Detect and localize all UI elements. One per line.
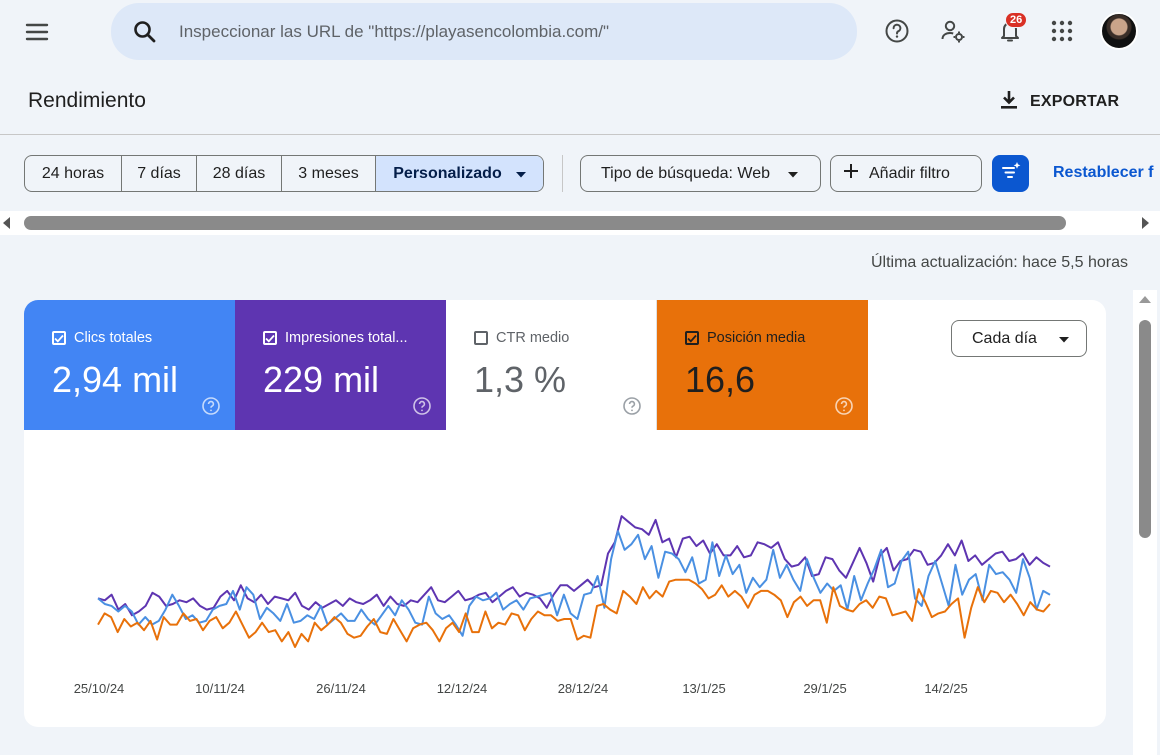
user-settings-icon[interactable] [936,14,970,48]
x-tick-label: 28/12/24 [558,681,609,696]
range-7-days[interactable]: 7 días [122,156,197,191]
last-update-text: Última actualización: hace 5,5 horas [870,254,1128,271]
metric-label: Posición media [685,330,805,346]
top-bar: 26 [0,0,1160,64]
date-range-selector: 24 horas 7 días 28 días 3 meses Personal… [24,155,544,192]
hamburger-menu-icon[interactable] [20,14,56,50]
help-icon[interactable] [412,396,432,416]
metric-value: 2,94 mil [52,359,179,400]
x-tick-label: 14/2/25 [924,681,967,696]
granularity-dropdown[interactable]: Cada día [951,320,1087,357]
metric-total-clicks[interactable]: Clics totales 2,94 mil [24,300,235,430]
dropdown-arrow-icon [788,165,799,183]
granularity-label: Cada día [972,329,1037,347]
download-icon [998,89,1020,116]
help-icon[interactable] [834,396,854,416]
metric-label-text: Posición media [707,330,806,346]
metric-average-ctr[interactable]: CTR medio 1,3 % [446,300,657,430]
x-tick-label: 12/12/24 [437,681,488,696]
search-input[interactable] [179,21,779,42]
vertical-scrollbar[interactable] [1133,290,1157,755]
range-custom-label: Personalizado [393,164,502,182]
metric-average-position[interactable]: Posición media 16,6 [657,300,868,430]
header-divider [0,134,1160,135]
checkbox-checked-icon[interactable] [685,331,699,345]
series-line-impresiones [97,515,1051,617]
export-label: EXPORTAR [1030,93,1120,110]
dropdown-arrow-icon [1058,330,1069,348]
help-icon[interactable] [201,396,221,416]
filter-separator [562,155,563,192]
add-filter-label: Añadir filtro [869,164,950,182]
url-inspection-search[interactable] [111,3,857,60]
notification-count-badge: 26 [1005,12,1028,28]
vertical-scroll-thumb[interactable] [1139,320,1151,538]
help-icon[interactable] [622,396,642,416]
search-icon[interactable] [131,18,159,46]
horizontal-scroll-thumb[interactable] [24,216,1066,230]
page-title: Rendimiento [28,89,146,112]
x-tick-label: 10/11/24 [195,681,245,696]
metric-label-text: Clics totales [74,330,153,346]
search-type-dropdown[interactable]: Tipo de búsqueda: Web [580,155,821,192]
range-24-hours[interactable]: 24 horas [25,156,122,191]
horizontal-scrollbar[interactable] [0,211,1160,235]
range-28-days[interactable]: 28 días [197,156,282,191]
add-filter-button[interactable]: Añadir filtro [830,155,982,192]
range-custom[interactable]: Personalizado [376,156,543,191]
x-tick-label: 13/1/25 [682,681,725,696]
checkbox-unchecked-icon[interactable] [474,331,488,345]
series-line-posición [97,578,1051,648]
export-button[interactable]: EXPORTAR [998,88,1119,116]
metric-total-impressions[interactable]: Impresiones total... 229 mil [235,300,446,430]
series-line-clics [97,530,1051,637]
checkbox-checked-icon[interactable] [52,331,66,345]
metric-value: 229 mil [263,359,380,400]
scroll-up-arrow-icon[interactable] [1139,296,1151,303]
filter-sparkle-icon [1000,160,1022,187]
performance-chart-card: Clics totales 2,94 mil Impresiones total… [24,300,1106,727]
search-type-label: Tipo de búsqueda: Web [601,164,771,182]
x-tick-label: 25/10/24 [74,681,125,696]
metric-label: Impresiones total... [263,330,408,346]
dropdown-arrow-icon [515,165,526,183]
plus-icon [843,163,859,184]
filter-settings-button[interactable] [992,155,1029,192]
apps-grid-icon[interactable] [1045,14,1079,48]
scroll-right-arrow-icon[interactable] [1142,217,1149,229]
x-tick-label: 29/1/25 [803,681,846,696]
range-3-months[interactable]: 3 meses [282,156,376,191]
checkbox-checked-icon[interactable] [263,331,277,345]
reset-filters-link[interactable]: Restablecer f [1053,164,1154,181]
metric-label: CTR medio [474,330,569,346]
metric-value: 16,6 [685,359,756,400]
metric-label-text: CTR medio [496,330,570,346]
account-avatar[interactable] [1100,12,1138,50]
x-tick-label: 26/11/24 [316,681,366,696]
help-icon[interactable] [880,14,914,48]
performance-line-chart: 25/10/24 10/11/24 26/11/24 12/12/24 28/12/24… [74,515,1051,696]
metric-label: Clics totales [52,330,152,346]
metric-label-text: Impresiones total... [285,330,408,346]
metric-value: 1,3 % [474,359,567,400]
scroll-left-arrow-icon[interactable] [3,217,10,229]
